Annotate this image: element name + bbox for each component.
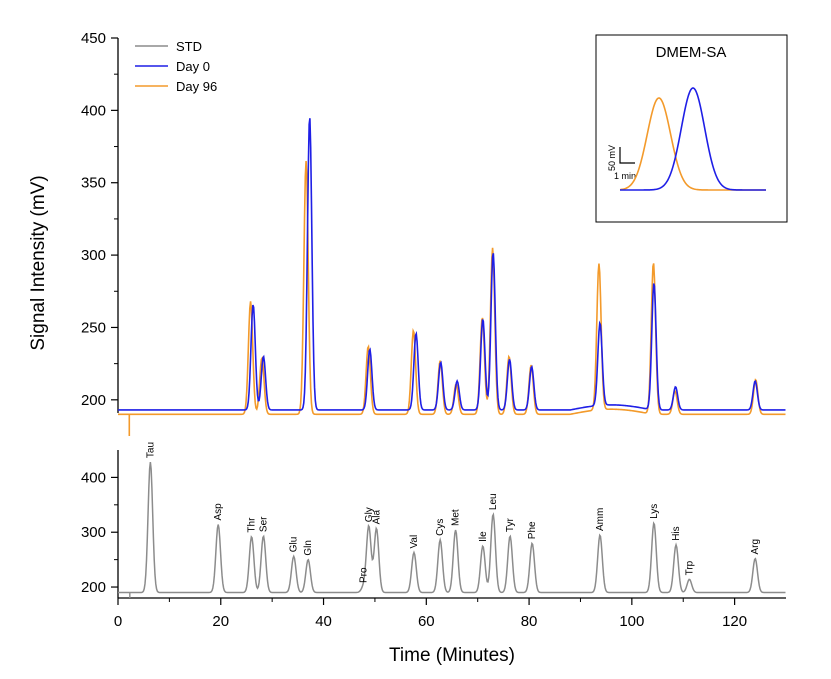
bottom-series-group [118,461,786,598]
peak-label: Thr [247,517,258,533]
peak-label: Glu [289,537,300,553]
peak-label: Pro [359,567,370,583]
peak-label: Gln [303,540,314,556]
peak-label: Gly [364,507,375,522]
peak-label: Tyr [505,518,516,533]
inset-scale-bar [619,147,635,164]
top-y-ticks: 200 250 300 350 400 450 [81,30,118,409]
inset-title: DMEM-SA [656,44,727,61]
top-y-tick-label: 300 [81,247,106,264]
inset: DMEM-SA 50 mV 1 min [595,34,788,223]
top-y-tick-label: 200 [81,392,106,409]
peak-label: Asp [213,503,224,521]
series-day0-line [118,118,786,411]
peak-label: Ile [478,531,489,542]
bottom-x-tick-label: 80 [521,613,538,630]
peak-label: Val [409,535,420,549]
inset-scale-x-label: 1 min [614,171,636,181]
peak-label: Amm [595,508,606,531]
top-series-group [118,118,786,436]
inset-day0-line [620,87,766,191]
inset-series-group [619,87,766,191]
top-y-tick-label: 450 [81,30,106,47]
legend-label-day0: Day 0 [176,59,210,74]
peak-label: Lys [649,504,660,519]
bottom-y-tick-label: 300 [81,524,106,541]
peak-label: Trp [684,560,695,575]
peak-label: Tau [145,442,156,458]
bottom-x-tick-label: 120 [722,613,747,630]
bottom-y-ticks: 200 300 400 [81,469,118,596]
legend-label-day96: Day 96 [176,79,217,94]
peak-label: Ala [372,510,383,525]
series-std-line [118,461,786,594]
top-y-tick-label: 250 [81,319,106,336]
peak-label: Arg [750,539,761,555]
bottom-x-tick-label: 60 [418,613,435,630]
bottom-x-ticks: 0 20 40 60 80 100 120 [114,598,747,630]
legend: STD Day 0 Day 96 [135,39,217,94]
bottom-x-tick-label: 0 [114,613,122,630]
bottom-x-tick-label: 20 [212,613,229,630]
peak-label: Cys [435,519,446,536]
bottom-x-tick-label: 100 [619,613,644,630]
peak-label: Phe [527,521,538,539]
peak-label: Met [451,509,462,526]
legend-label-std: STD [176,39,202,54]
top-ylabel: Signal Intensity (mV) [28,175,49,350]
bottom-panel: 200 300 400 0 20 40 60 80 100 120 Time (Minutes)… [81,442,786,666]
inset-frame [595,34,788,223]
bottom-x-tick-label: 40 [315,613,332,630]
bottom-xlabel: Time (Minutes) [389,645,515,666]
top-panel: 200 250 300 350 400 450 Signal Intensity (mV)… [28,30,788,436]
peak-label: Leu [488,493,499,510]
top-y-tick-label: 400 [81,102,106,119]
bottom-y-tick-label: 400 [81,469,106,486]
peak-label: His [671,526,682,540]
inset-scale-y-label: 50 mV [607,145,617,171]
top-y-tick-label: 350 [81,175,106,192]
peak-label: Ser [258,516,269,532]
bottom-y-tick-label: 200 [81,579,106,596]
